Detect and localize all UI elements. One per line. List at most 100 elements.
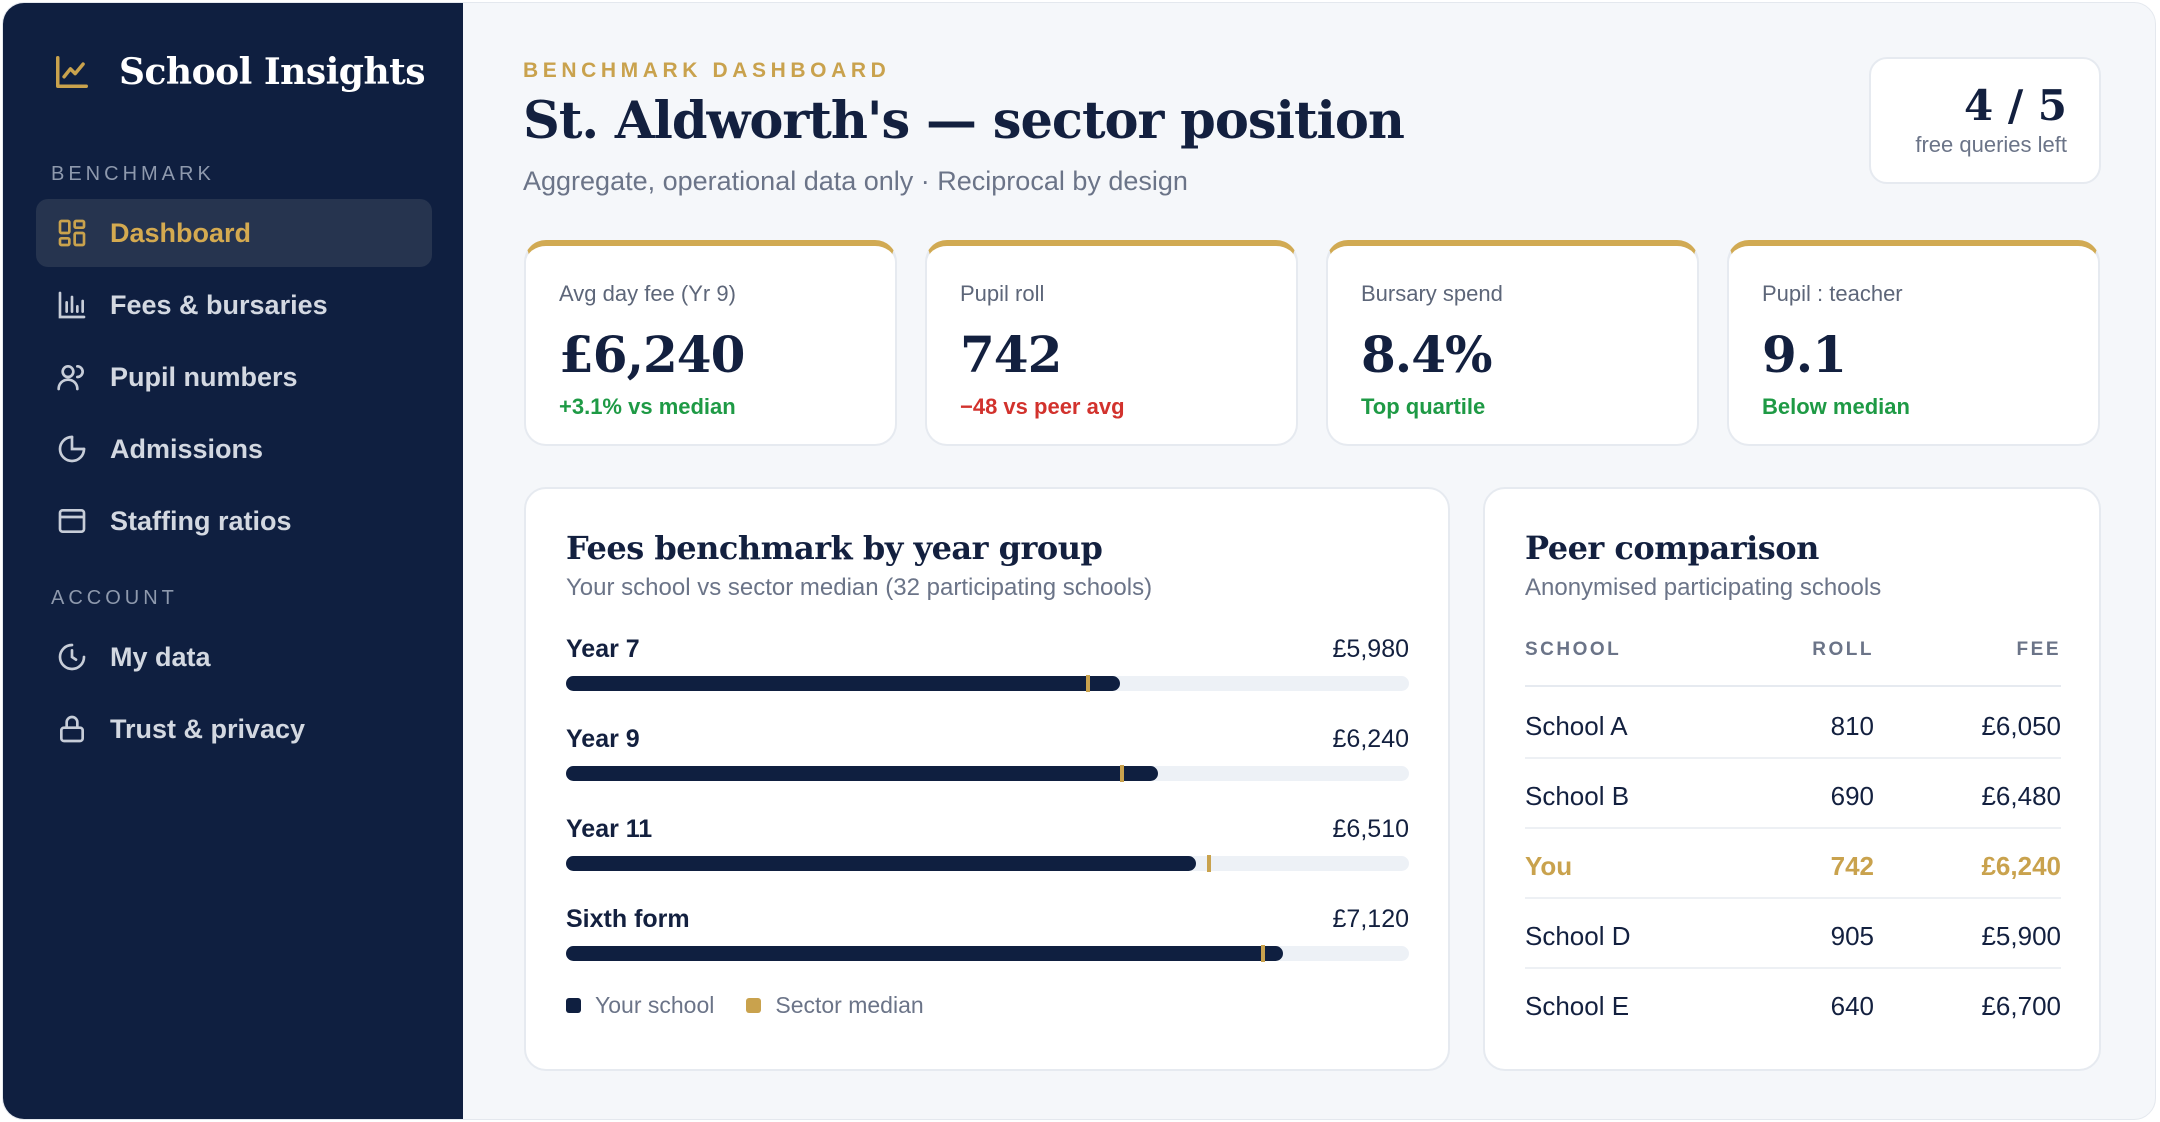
page-title: St. Aldworth's — sector position bbox=[523, 91, 1405, 151]
kpi-card-pupil-roll[interactable]: Pupil roll 742 −48 vs peer avg bbox=[925, 240, 1298, 446]
column-header-school[interactable]: School bbox=[1525, 639, 1622, 660]
table-row[interactable]: School B 690 £6,480 bbox=[1525, 759, 2061, 829]
table-row[interactable]: School D 905 £5,900 bbox=[1525, 899, 2061, 969]
bar-value-label: £7,120 bbox=[1332, 905, 1409, 933]
quota-value: 4 / 5 bbox=[1963, 81, 2067, 130]
users-icon bbox=[57, 365, 84, 391]
kpi-delta: Below median bbox=[1762, 394, 1910, 419]
cell-fee: £5,900 bbox=[1981, 921, 2061, 951]
cell-fee: £6,050 bbox=[1981, 711, 2061, 741]
bar-your-school bbox=[566, 856, 1196, 871]
sidebar-item-fees[interactable]: Fees & bursaries bbox=[36, 271, 432, 339]
cell-roll: 905 bbox=[1830, 921, 1874, 951]
bar-track bbox=[566, 945, 1409, 962]
sidebar-item-admissions[interactable]: Admissions bbox=[36, 415, 432, 483]
table-header: School Roll Fee bbox=[1525, 639, 2061, 687]
kpi-value: 8.4% bbox=[1361, 325, 1493, 384]
legend-label: Your school bbox=[595, 992, 715, 1018]
card-subtitle: Anonymised participating schools bbox=[1525, 574, 1882, 601]
sidebar-item-label: Pupil numbers bbox=[110, 361, 298, 392]
app-name: School Insights bbox=[119, 51, 426, 93]
cell-school: School D bbox=[1525, 921, 1631, 951]
legend-item-sector-median: Sector median bbox=[746, 992, 924, 1019]
sector-median-marker bbox=[1207, 855, 1211, 872]
sidebar-item-my-data[interactable]: My data bbox=[36, 623, 432, 691]
bar-track bbox=[566, 765, 1409, 782]
page-subtitle: Aggregate, operational data only · Recip… bbox=[523, 166, 1188, 196]
cell-roll: 690 bbox=[1830, 781, 1874, 811]
sector-median-marker bbox=[1261, 945, 1265, 962]
trend-chart-icon bbox=[56, 56, 88, 88]
kpi-value: 9.1 bbox=[1762, 325, 1847, 384]
sidebar-item-label: My data bbox=[110, 641, 211, 672]
sidebar-item-label: Admissions bbox=[110, 433, 264, 464]
legend-swatch bbox=[746, 998, 762, 1013]
sidebar-item-label: Trust & privacy bbox=[110, 713, 306, 744]
chart-legend: Your school Sector median bbox=[566, 992, 956, 1019]
section-label-benchmark: Benchmark bbox=[51, 163, 215, 185]
sidebar-item-label: Staffing ratios bbox=[110, 505, 292, 536]
cell-roll: 810 bbox=[1830, 711, 1874, 741]
bar-category-label: Sixth form bbox=[566, 905, 690, 933]
section-label-account: Account bbox=[51, 587, 178, 609]
kpi-label: Bursary spend bbox=[1361, 281, 1503, 306]
sidebar-item-label: Fees & bursaries bbox=[110, 289, 328, 320]
bar-category-label: Year 11 bbox=[566, 815, 653, 843]
kpi-value: £6,240 bbox=[559, 325, 745, 384]
legend-item-your-school: Your school bbox=[566, 992, 714, 1019]
lock-icon bbox=[60, 715, 84, 743]
kpi-label: Avg day fee (Yr 9) bbox=[559, 281, 736, 306]
legend-label: Sector median bbox=[775, 992, 924, 1018]
page-eyebrow: Benchmark dashboard bbox=[523, 59, 891, 82]
table-row-you[interactable]: You 742 £6,240 bbox=[1525, 829, 2061, 899]
kpi-card-day-fee[interactable]: Avg day fee (Yr 9) £6,240 +3.1% vs media… bbox=[524, 240, 897, 446]
column-header-fee[interactable]: Fee bbox=[2016, 639, 2061, 660]
cell-school: School E bbox=[1525, 991, 1630, 1021]
card-title: Peer comparison bbox=[1525, 529, 1819, 567]
bar-chart-icon bbox=[58, 291, 86, 319]
kpi-delta: −48 vs peer avg bbox=[960, 394, 1125, 419]
kpi-label: Pupil roll bbox=[960, 281, 1045, 306]
cell-roll: 640 bbox=[1830, 991, 1874, 1021]
sector-median-marker bbox=[1086, 675, 1090, 692]
dashboard-icon bbox=[58, 219, 86, 247]
cell-fee: £6,240 bbox=[1981, 851, 2061, 881]
sidebar-item-label: Dashboard bbox=[110, 217, 252, 248]
bar-your-school bbox=[566, 676, 1120, 691]
kpi-value: 742 bbox=[960, 325, 1062, 384]
cell-school: You bbox=[1525, 851, 1573, 881]
table-row[interactable]: School E 640 £6,700 bbox=[1525, 969, 2061, 1039]
bar-track bbox=[566, 855, 1409, 872]
column-header-roll[interactable]: Roll bbox=[1812, 639, 1874, 660]
bar-your-school bbox=[566, 766, 1158, 781]
peer-comparison-card: Peer comparison Anonymised participating… bbox=[1483, 487, 2101, 1071]
sidebar: School Insights Benchmark Dashboard Fees… bbox=[3, 3, 463, 1119]
cell-school: School B bbox=[1525, 781, 1630, 811]
bar-value-label: £5,980 bbox=[1332, 635, 1409, 663]
sidebar-item-dashboard[interactable]: Dashboard bbox=[36, 199, 432, 267]
bar-category-label: Year 9 bbox=[566, 725, 640, 753]
brand[interactable]: School Insights bbox=[53, 51, 426, 93]
kpi-delta: Top quartile bbox=[1361, 394, 1486, 419]
clock-icon bbox=[58, 643, 86, 671]
cell-fee: £6,480 bbox=[1981, 781, 2061, 811]
card-title: Fees benchmark by year group bbox=[566, 529, 1103, 567]
sidebar-item-staffing[interactable]: Staffing ratios bbox=[36, 487, 432, 555]
sidebar-item-pupil-numbers[interactable]: Pupil numbers bbox=[36, 343, 432, 411]
kpi-card-bursary-spend[interactable]: Bursary spend 8.4% Top quartile bbox=[1326, 240, 1699, 446]
bar-your-school bbox=[566, 946, 1283, 961]
cell-roll: 742 bbox=[1830, 851, 1874, 881]
card-icon bbox=[58, 509, 86, 533]
quota-label: free queries left bbox=[1915, 132, 2067, 157]
kpi-card-pupil-teacher[interactable]: Pupil : teacher 9.1 Below median bbox=[1727, 240, 2100, 446]
sidebar-item-trust[interactable]: Trust & privacy bbox=[36, 695, 432, 763]
sector-median-marker bbox=[1120, 765, 1124, 782]
kpi-delta: +3.1% vs median bbox=[559, 394, 736, 419]
table-row[interactable]: School A 810 £6,050 bbox=[1525, 689, 2061, 759]
bar-category-label: Year 7 bbox=[566, 635, 640, 663]
kpi-label: Pupil : teacher bbox=[1762, 281, 1903, 306]
bar-track bbox=[566, 675, 1409, 692]
bar-value-label: £6,510 bbox=[1332, 815, 1409, 843]
legend-swatch bbox=[566, 998, 581, 1013]
